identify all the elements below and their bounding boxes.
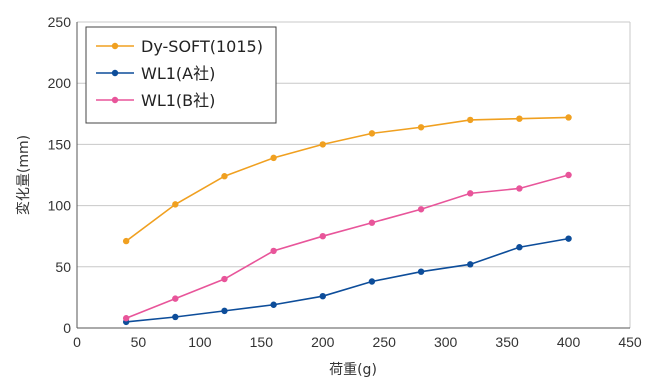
data-point — [565, 114, 572, 121]
data-point — [417, 206, 425, 213]
data-point — [417, 124, 425, 131]
series-1 — [122, 114, 572, 245]
legend-box — [85, 26, 277, 124]
data-point — [516, 244, 523, 251]
x-axis-title: 荷重(g) — [329, 362, 377, 378]
legend-swatch-marker — [111, 42, 119, 50]
y-tick-label: 250 — [48, 14, 72, 30]
series-3 — [122, 171, 572, 322]
x-tick-label: 50 — [131, 334, 147, 350]
legend-label: WL1(A社) — [141, 64, 215, 83]
data-point — [467, 116, 474, 124]
x-tick-label: 300 — [434, 334, 458, 350]
data-point — [565, 171, 572, 179]
data-point — [172, 313, 179, 321]
legend-item: WL1(A社) — [96, 64, 215, 83]
x-tick-label: 100 — [188, 334, 212, 350]
data-point — [221, 307, 228, 315]
y-tick-label: 0 — [63, 320, 71, 336]
legend-item: WL1(B社) — [96, 91, 215, 110]
x-tick-label: 250 — [373, 334, 397, 350]
data-point — [172, 201, 179, 208]
series-line — [126, 237, 569, 323]
data-point — [319, 292, 326, 300]
data-point — [221, 173, 228, 180]
series-layer — [122, 114, 572, 326]
y-tick-label: 200 — [48, 75, 72, 91]
x-tick-labels: 0 50 100 150 200 250 300 350 400 450 — [73, 334, 642, 350]
data-point — [122, 315, 130, 322]
data-point — [467, 261, 474, 268]
data-point — [565, 235, 572, 242]
y-tick-label: 50 — [55, 259, 71, 275]
axes — [76, 22, 630, 329]
legend-label: WL1(B社) — [141, 91, 215, 110]
x-tick-label: 350 — [495, 334, 519, 350]
y-axis-title: 変化量(mm) — [15, 135, 32, 215]
data-point — [368, 130, 376, 137]
data-point — [221, 275, 228, 283]
x-tick-label: 200 — [311, 334, 335, 350]
series-2 — [122, 235, 572, 326]
data-point — [368, 219, 376, 226]
data-point — [516, 185, 523, 192]
data-point — [270, 247, 277, 255]
legend-swatch-marker — [111, 69, 119, 77]
series-line — [125, 174, 569, 319]
series-line — [125, 116, 569, 242]
data-point — [467, 190, 474, 197]
x-tick-label: 0 — [73, 334, 81, 350]
data-point — [417, 268, 425, 275]
data-point — [270, 154, 277, 162]
y-tick-labels: 0 50 100 150 200 250 — [48, 14, 72, 336]
y-tick-label: 150 — [48, 136, 72, 152]
data-point — [122, 237, 130, 245]
data-point — [368, 278, 376, 285]
legend: Dy-SOFT(1015) WL1(A社) WL1(B社) — [85, 26, 277, 124]
x-tick-label: 150 — [250, 334, 274, 350]
data-point — [516, 115, 523, 122]
x-tick-label: 450 — [618, 334, 642, 350]
legend-item: Dy-SOFT(1015) — [96, 37, 263, 56]
data-point — [172, 295, 179, 302]
data-point — [270, 301, 277, 308]
legend-swatch-marker — [111, 96, 119, 104]
data-point — [319, 233, 326, 240]
x-tick-label: 400 — [557, 334, 581, 350]
legend-label: Dy-SOFT(1015) — [141, 37, 263, 56]
y-tick-label: 100 — [48, 198, 72, 214]
data-point — [319, 141, 326, 148]
